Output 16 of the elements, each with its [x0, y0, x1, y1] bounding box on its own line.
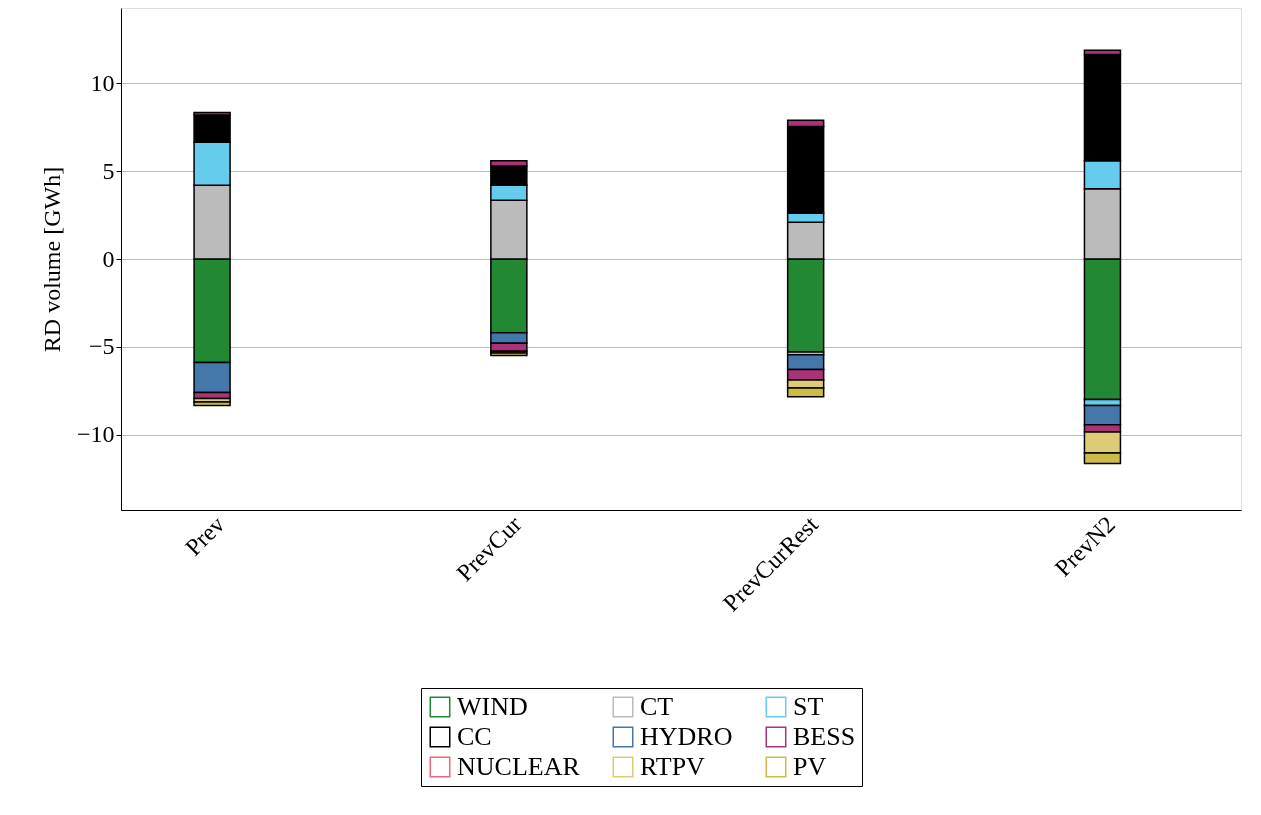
y-tick-label: −10 [76, 421, 115, 448]
x-tick-label: Prev [180, 511, 230, 561]
legend-label: RTPV [640, 752, 706, 781]
y-tick-label: 5 [102, 157, 115, 184]
legend-label: ST [793, 692, 824, 721]
y-axis-title: RD volume [GWh] [38, 166, 65, 353]
legend-label: PV [793, 752, 827, 781]
y-tick-label: 0 [102, 245, 115, 272]
legend-label: CC [457, 722, 492, 751]
y-tick-label: −5 [88, 333, 115, 360]
legend-label: BESS [793, 722, 856, 751]
legend-label: NUCLEAR [457, 752, 581, 781]
y-tick-label: 10 [90, 69, 115, 96]
legend-label: CT [640, 692, 674, 721]
legend-label: WIND [457, 692, 528, 721]
legend-label: HYDRO [640, 722, 733, 751]
